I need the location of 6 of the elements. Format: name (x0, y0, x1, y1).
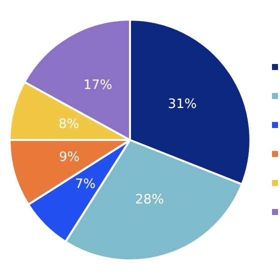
data-label: 28% (135, 192, 164, 208)
data-label: 7% (75, 177, 96, 192)
data-label: 8% (58, 116, 80, 132)
data-label: 17% (83, 78, 112, 94)
data-label: 9% (58, 150, 80, 166)
data-label: 31% (168, 96, 197, 112)
